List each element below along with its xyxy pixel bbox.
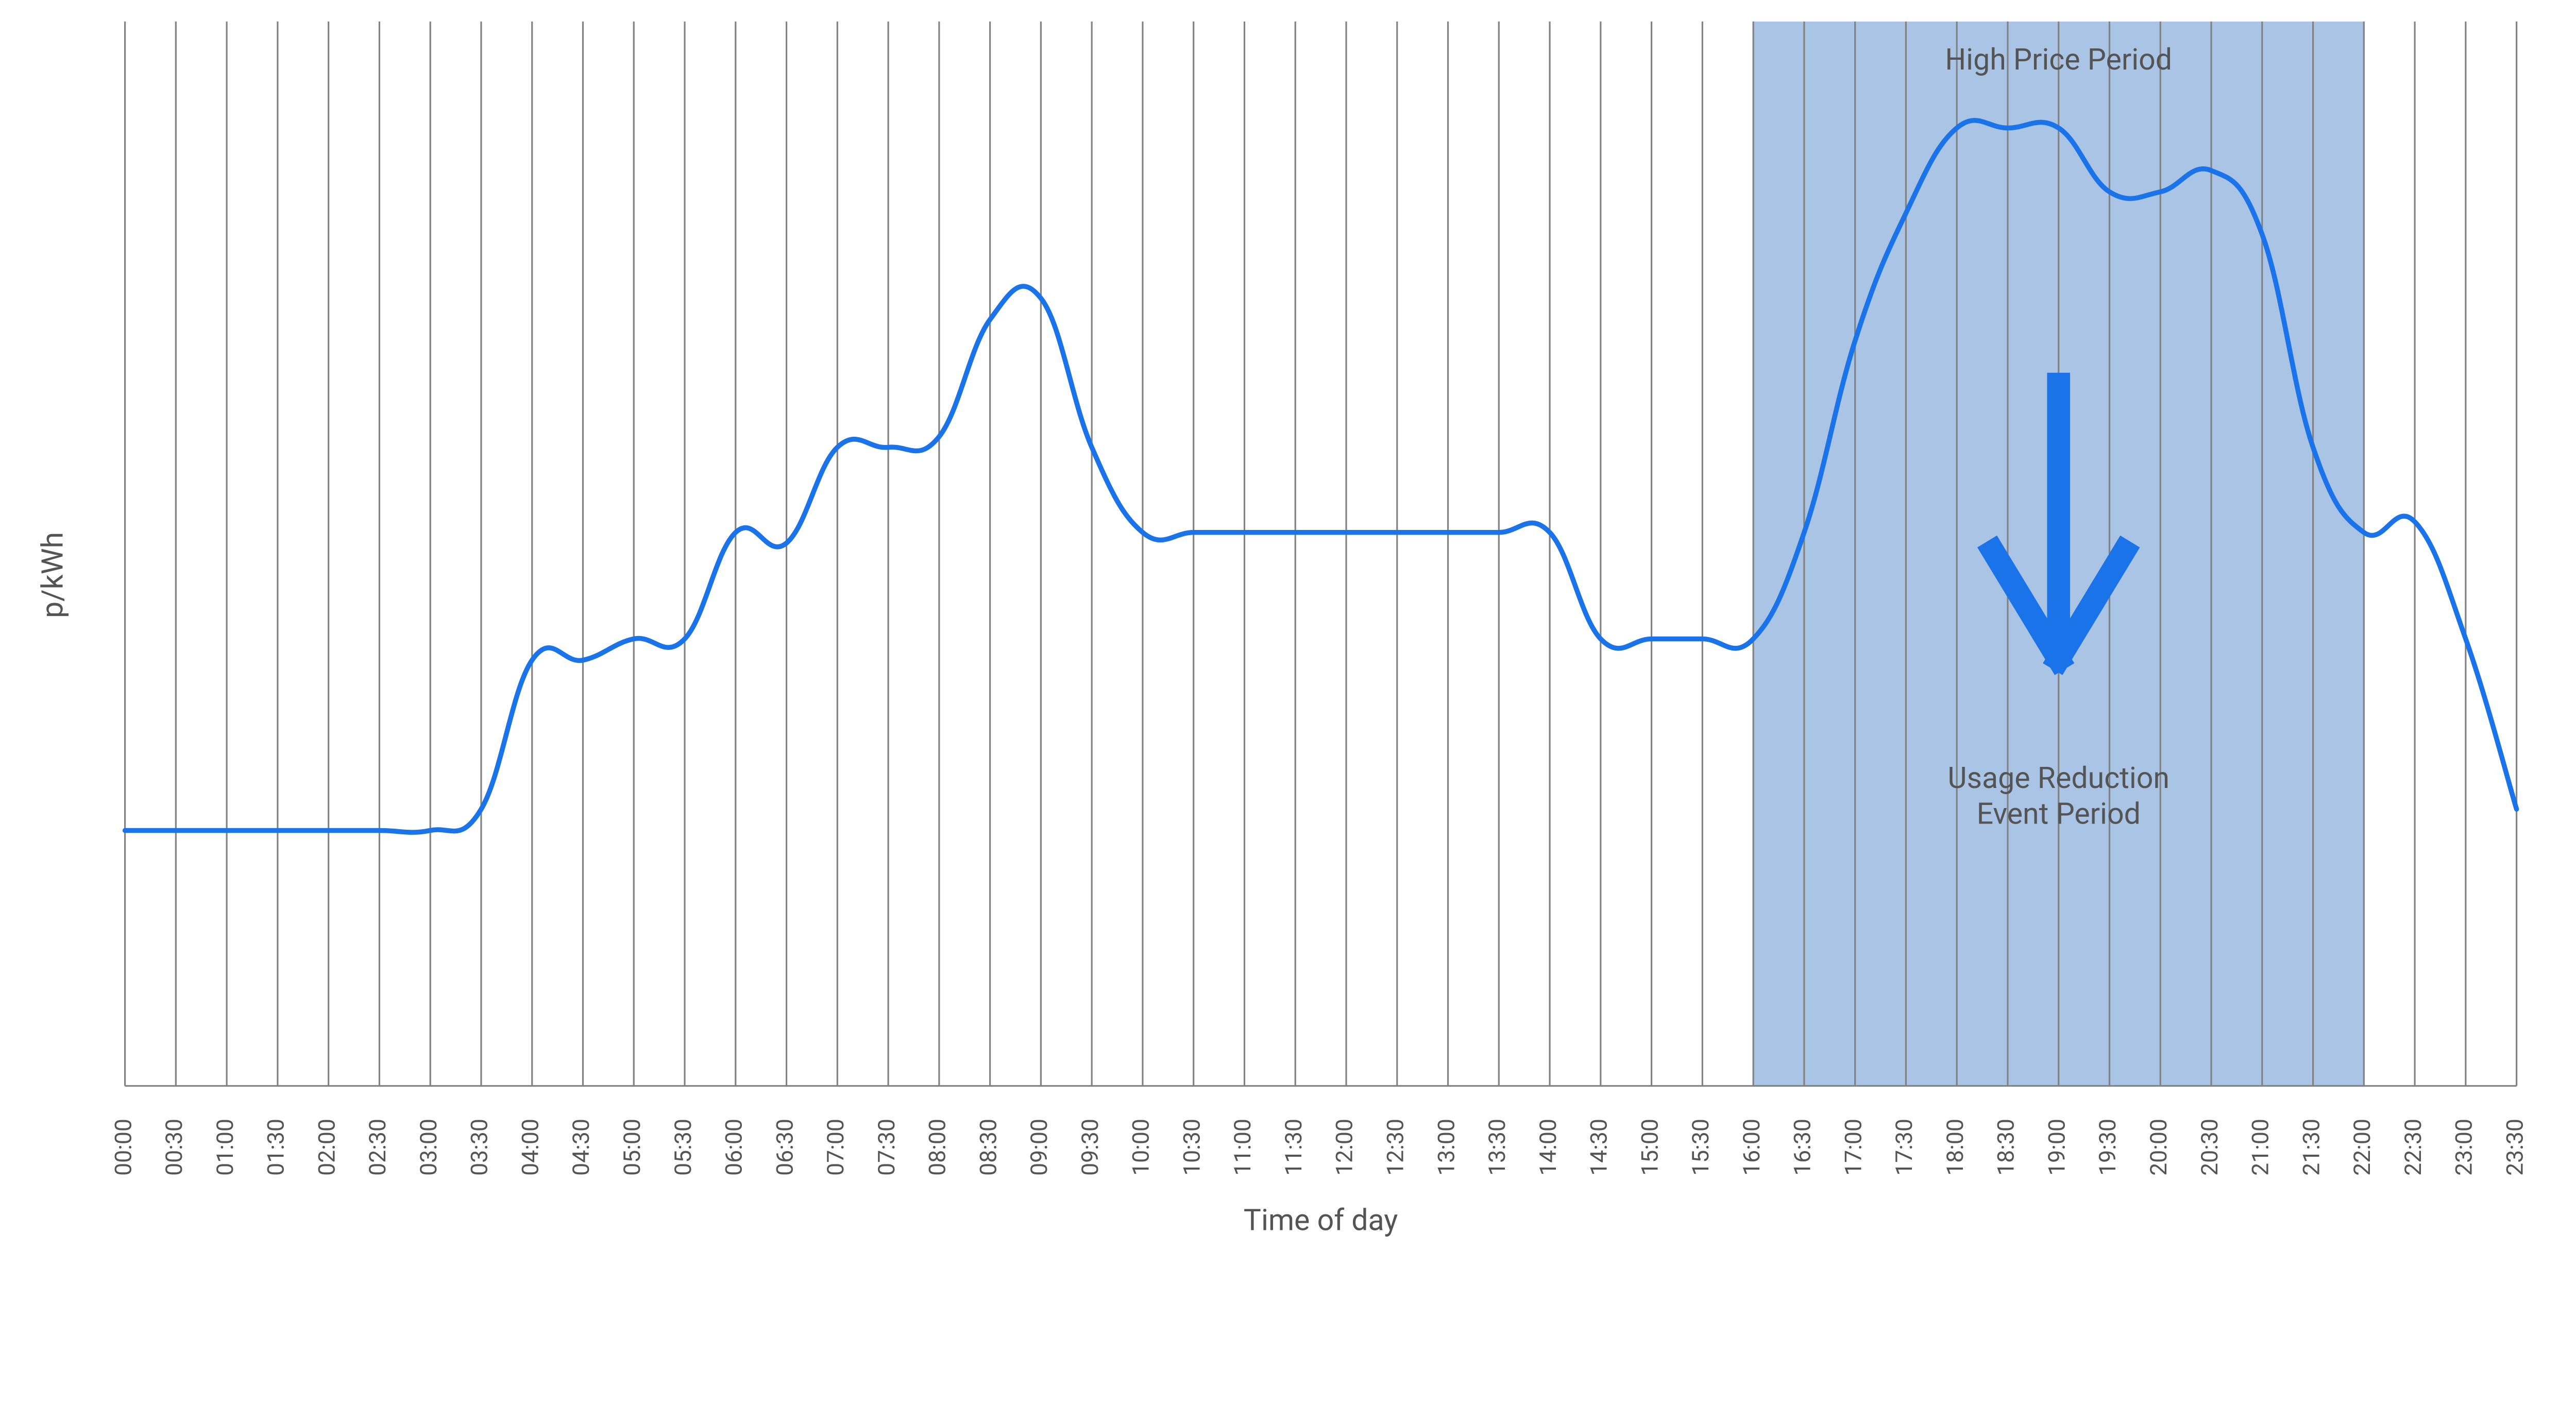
x-tick-label: 10:00 bbox=[1128, 1119, 1155, 1176]
x-tick-label: 21:30 bbox=[2298, 1119, 2325, 1176]
x-tick-label: 20:00 bbox=[2145, 1119, 2172, 1176]
x-tick-label: 01:30 bbox=[263, 1119, 290, 1176]
x-tick-label: 01:00 bbox=[212, 1119, 239, 1176]
x-tick-label: 09:00 bbox=[1026, 1119, 1053, 1176]
x-tick-label: 17:00 bbox=[1840, 1119, 1867, 1176]
x-tick-label: 00:00 bbox=[110, 1119, 137, 1176]
x-tick-label: 19:30 bbox=[2094, 1119, 2121, 1176]
high-price-period-label: High Price Period bbox=[1945, 42, 2172, 77]
x-tick-label: 04:30 bbox=[568, 1119, 595, 1176]
x-tick-label: 16:30 bbox=[1789, 1119, 1816, 1176]
x-tick-label: 07:00 bbox=[822, 1119, 849, 1176]
x-tick-label: 10:30 bbox=[1178, 1119, 1205, 1176]
x-tick-label: 23:30 bbox=[2501, 1119, 2528, 1176]
x-tick-label: 22:00 bbox=[2349, 1119, 2376, 1176]
x-tick-label: 03:00 bbox=[415, 1119, 442, 1176]
x-tick-label: 11:00 bbox=[1229, 1119, 1256, 1176]
x-tick-label: 11:30 bbox=[1280, 1119, 1307, 1176]
x-tick-label: 15:30 bbox=[1687, 1119, 1714, 1176]
x-tick-label: 05:00 bbox=[619, 1119, 646, 1176]
x-tick-label: 16:00 bbox=[1738, 1119, 1765, 1176]
x-tick-label: 09:30 bbox=[1077, 1119, 1104, 1176]
x-tick-label: 07:30 bbox=[873, 1119, 900, 1176]
x-tick-label: 00:30 bbox=[161, 1119, 188, 1176]
x-tick-label: 14:30 bbox=[1586, 1119, 1613, 1176]
x-tick-label: 23:00 bbox=[2451, 1119, 2478, 1176]
x-tick-label: 03:30 bbox=[466, 1119, 493, 1176]
x-tick-label: 02:30 bbox=[364, 1119, 391, 1176]
usage-reduction-label-line2: Event Period bbox=[1977, 797, 2141, 831]
x-tick-label: 08:30 bbox=[975, 1119, 1002, 1176]
x-tick-label: 06:30 bbox=[771, 1119, 798, 1176]
x-tick-label: 21:00 bbox=[2247, 1119, 2274, 1176]
x-tick-label: 14:00 bbox=[1535, 1119, 1562, 1176]
x-tick-label: 18:30 bbox=[1993, 1119, 2020, 1176]
x-axis-title: Time of day bbox=[1244, 1203, 1398, 1237]
x-tick-label: 15:00 bbox=[1636, 1119, 1663, 1176]
x-tick-label: 04:00 bbox=[517, 1119, 544, 1176]
x-tick-label: 22:30 bbox=[2400, 1119, 2427, 1176]
x-tick-label: 12:00 bbox=[1331, 1119, 1358, 1176]
usage-reduction-label-line1: Usage Reduction bbox=[1947, 761, 2170, 795]
price-line-chart: 00:00 00:30 01:00 01:30 02:00 02:30 03:00 03:30… bbox=[10, 5, 2566, 1249]
x-tick-label: 17:30 bbox=[1891, 1119, 1918, 1176]
x-tick-label: 20:30 bbox=[2196, 1119, 2223, 1176]
x-tick-label: 12:30 bbox=[1382, 1119, 1409, 1176]
x-tick-label: 13:30 bbox=[1484, 1119, 1511, 1176]
x-tick-label: 02:00 bbox=[313, 1119, 340, 1176]
x-tick-label: 19:00 bbox=[2043, 1119, 2070, 1176]
x-tick-label: 08:00 bbox=[924, 1119, 951, 1176]
y-axis-title: p/kWh bbox=[36, 532, 70, 618]
x-tick-label: 18:00 bbox=[1942, 1119, 1969, 1176]
x-tick-label: 05:30 bbox=[670, 1119, 697, 1176]
x-tick-label: 13:00 bbox=[1433, 1119, 1460, 1176]
x-tick-label: 06:00 bbox=[721, 1119, 748, 1176]
